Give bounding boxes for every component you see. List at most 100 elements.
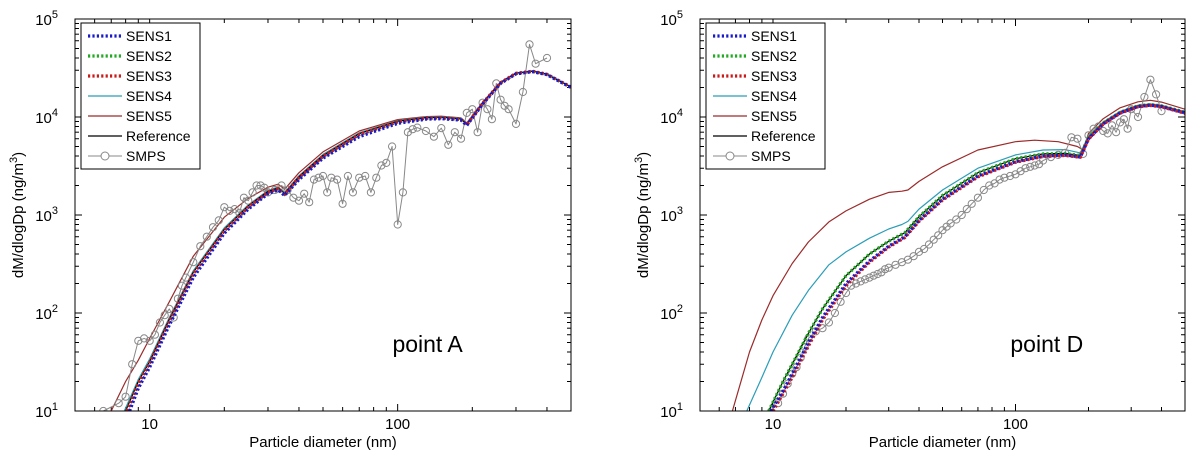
panel-annotation: point A [392,331,463,357]
y-tick-base: 10 [35,12,52,29]
y-tick-exponent: 3 [52,205,58,217]
smps-point [318,171,328,181]
smps-point [277,181,286,190]
y-tick-label: 102 [660,303,683,323]
smps-point [202,232,211,241]
smps-point [869,271,878,280]
y-tick-label: 104 [35,107,58,127]
legend-item-reference: Reference [713,128,816,144]
smps-point [444,140,453,149]
smps-point [1112,128,1121,137]
smps-point [1073,134,1082,143]
panel-annotation: point D [1010,331,1083,357]
smps-point [856,277,865,286]
legend-label: SENS2 [126,48,172,64]
smps-point [796,353,805,362]
smps-point [1133,112,1143,122]
smps-point [382,158,391,167]
smps-point [962,205,971,214]
y-axis-label-text: dM/dlogDp (ng/m [635,163,652,278]
smps-point [114,399,123,408]
smps-point [979,185,988,195]
smps-point [421,126,430,136]
smps-point [836,297,845,306]
smps-point [150,330,159,339]
smps-point [1006,171,1015,181]
smps-point [1123,124,1132,133]
smps-point [518,87,528,97]
smps-point [408,125,417,134]
y-axis-label-sup: 3 [8,157,20,163]
y-tick-exponent: 1 [52,401,58,413]
y-tick-base: 10 [35,110,52,127]
legend-item-sens1: SENS1 [713,28,797,44]
y-tick-base: 10 [660,12,677,29]
smps-point [1146,75,1155,84]
smps-point [1103,129,1112,138]
legend-item-smps: SMPS [713,148,791,164]
y-tick-exponent: 4 [677,107,683,119]
smps-point [525,40,534,49]
smps-point [437,124,446,133]
y-tick-exponent: 5 [52,9,58,21]
smps-point [995,175,1004,184]
legend-marker-smps [100,151,110,161]
y-axis-label-text: dM/dlogDp (ng/m [10,163,27,278]
smps-point [957,210,966,220]
y-tick-exponent: 1 [677,401,683,413]
legend-label: SENS3 [751,68,797,84]
smps-point [140,334,149,343]
legend-marker-smps [725,151,735,161]
smps-point [393,220,402,229]
smps-point [398,188,407,197]
smps-point [818,324,827,333]
smps-point [165,304,174,313]
y-tick-base: 10 [35,404,52,421]
legend-label: SMPS [126,148,166,164]
smps-point [462,108,471,118]
smps-point [811,327,820,336]
legend-label: Reference [126,128,191,144]
series-smps-line [103,43,548,411]
y-tick-exponent: 4 [52,107,58,119]
smps-point [1000,173,1009,182]
y-axis-label-sup: 3 [633,157,645,163]
smps-point [909,252,918,261]
smps-point [920,244,929,254]
smps-point [1026,162,1035,171]
smps-point [1021,164,1030,173]
smps-point [1119,115,1129,124]
smps-point [973,193,983,202]
legend-label: SENS5 [126,108,172,124]
smps-point [413,123,422,132]
smps-point [824,318,834,327]
smps-point [372,173,381,182]
smps-point [361,171,370,181]
smps-point [309,175,319,184]
y-tick-label: 101 [660,401,683,421]
smps-point [865,273,874,282]
smps-point [300,189,309,198]
y-tick-base: 10 [660,306,677,323]
smps-point [145,336,154,345]
legend-label: SENS1 [751,28,797,44]
legend-item-sens1: SENS1 [88,28,172,44]
smps-point [214,216,223,225]
x-tick-label: 10 [141,416,158,433]
smps-point [343,171,352,181]
smps-point [873,269,882,279]
smps-point [483,105,492,114]
legend-item-sens5: SENS5 [713,108,797,124]
series-sens4-line [746,103,1185,411]
y-axis-label: dM/dlogDp (ng/m3) [633,152,652,278]
legend: SENS1 SENS2 SENS3 SENS4 SENS5 Reference SMPS [705,22,826,170]
smps-point [252,181,261,190]
legend-item-sens4: SENS4 [88,88,172,104]
smps-point [388,142,397,151]
smps-point [283,185,292,195]
x-tick-label: 100 [1003,416,1028,433]
y-tick-label: 103 [35,205,58,225]
y-tick-label: 103 [660,205,683,225]
legend: SENS1 SENS2 SENS3 SENS4 SENS5 Reference SMPS [80,22,201,170]
